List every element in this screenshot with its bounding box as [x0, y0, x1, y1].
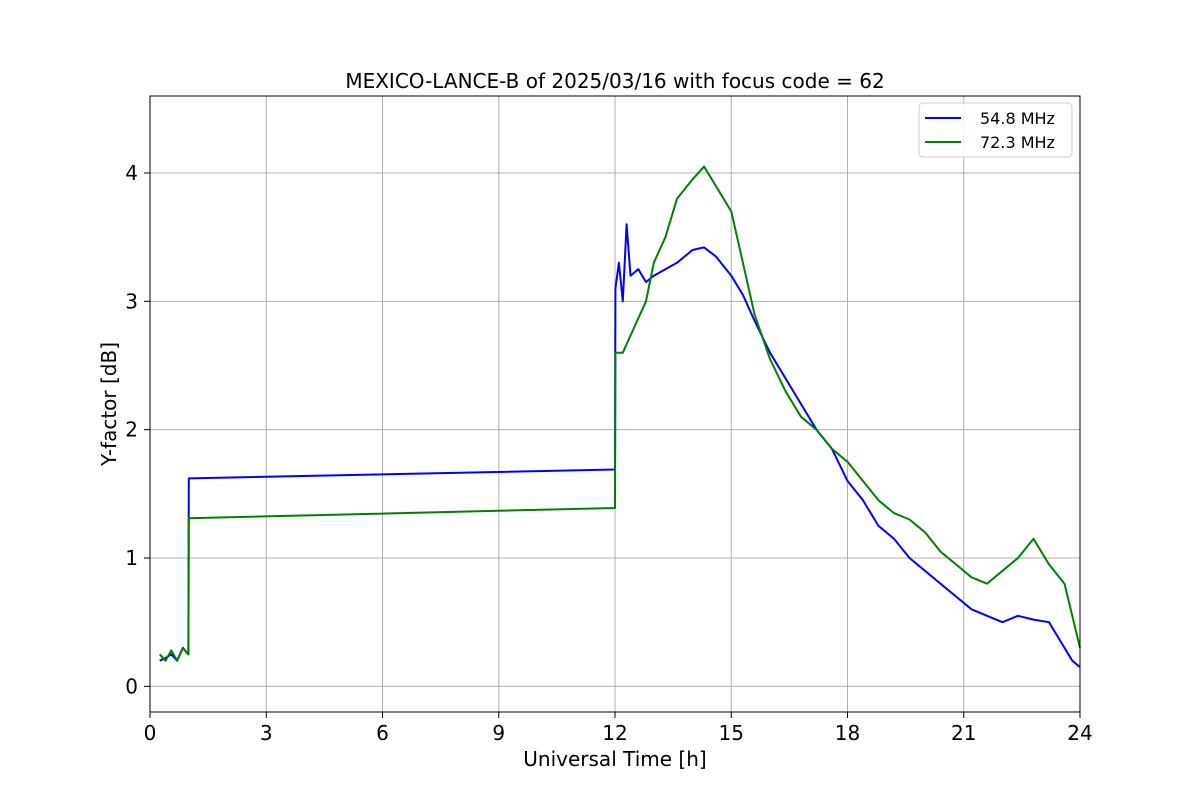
- series-line-0: [159, 223, 1081, 668]
- y-tick-label: 0: [125, 674, 138, 698]
- legend-label-0: 54.8 MHz: [980, 109, 1055, 128]
- x-tick-label: 9: [492, 721, 505, 745]
- x-tick-label: 21: [951, 721, 976, 745]
- x-tick-label: 15: [719, 721, 744, 745]
- y-tick-label: 1: [125, 546, 138, 570]
- x-tick-label: 3: [260, 721, 273, 745]
- x-tick-label: 0: [144, 721, 157, 745]
- y-axis-label: Y-factor [dB]: [97, 342, 121, 467]
- legend: 54.8 MHz 72.3 MHz: [918, 102, 1073, 158]
- y-tick-label: 4: [125, 161, 138, 185]
- legend-label-1: 72.3 MHz: [980, 133, 1055, 152]
- chart-title: MEXICO-LANCE-B of 2025/03/16 with focus …: [345, 69, 884, 93]
- x-axis-label: Universal Time [h]: [523, 747, 706, 771]
- series-line-1: [158, 165, 1081, 662]
- x-tick-label: 12: [602, 721, 627, 745]
- y-tick-label: 2: [125, 418, 138, 442]
- x-tick-label: 24: [1067, 721, 1092, 745]
- y-axis: 0 1 2 3 4: [125, 161, 150, 698]
- legend-box: [918, 102, 1073, 158]
- x-tick-label: 6: [376, 721, 389, 745]
- x-tick-label: 18: [835, 721, 860, 745]
- x-axis: 0 3 6 9 12 15 18 21 24: [144, 712, 1093, 745]
- y-tick-label: 3: [125, 289, 138, 313]
- series-group: [158, 165, 1081, 668]
